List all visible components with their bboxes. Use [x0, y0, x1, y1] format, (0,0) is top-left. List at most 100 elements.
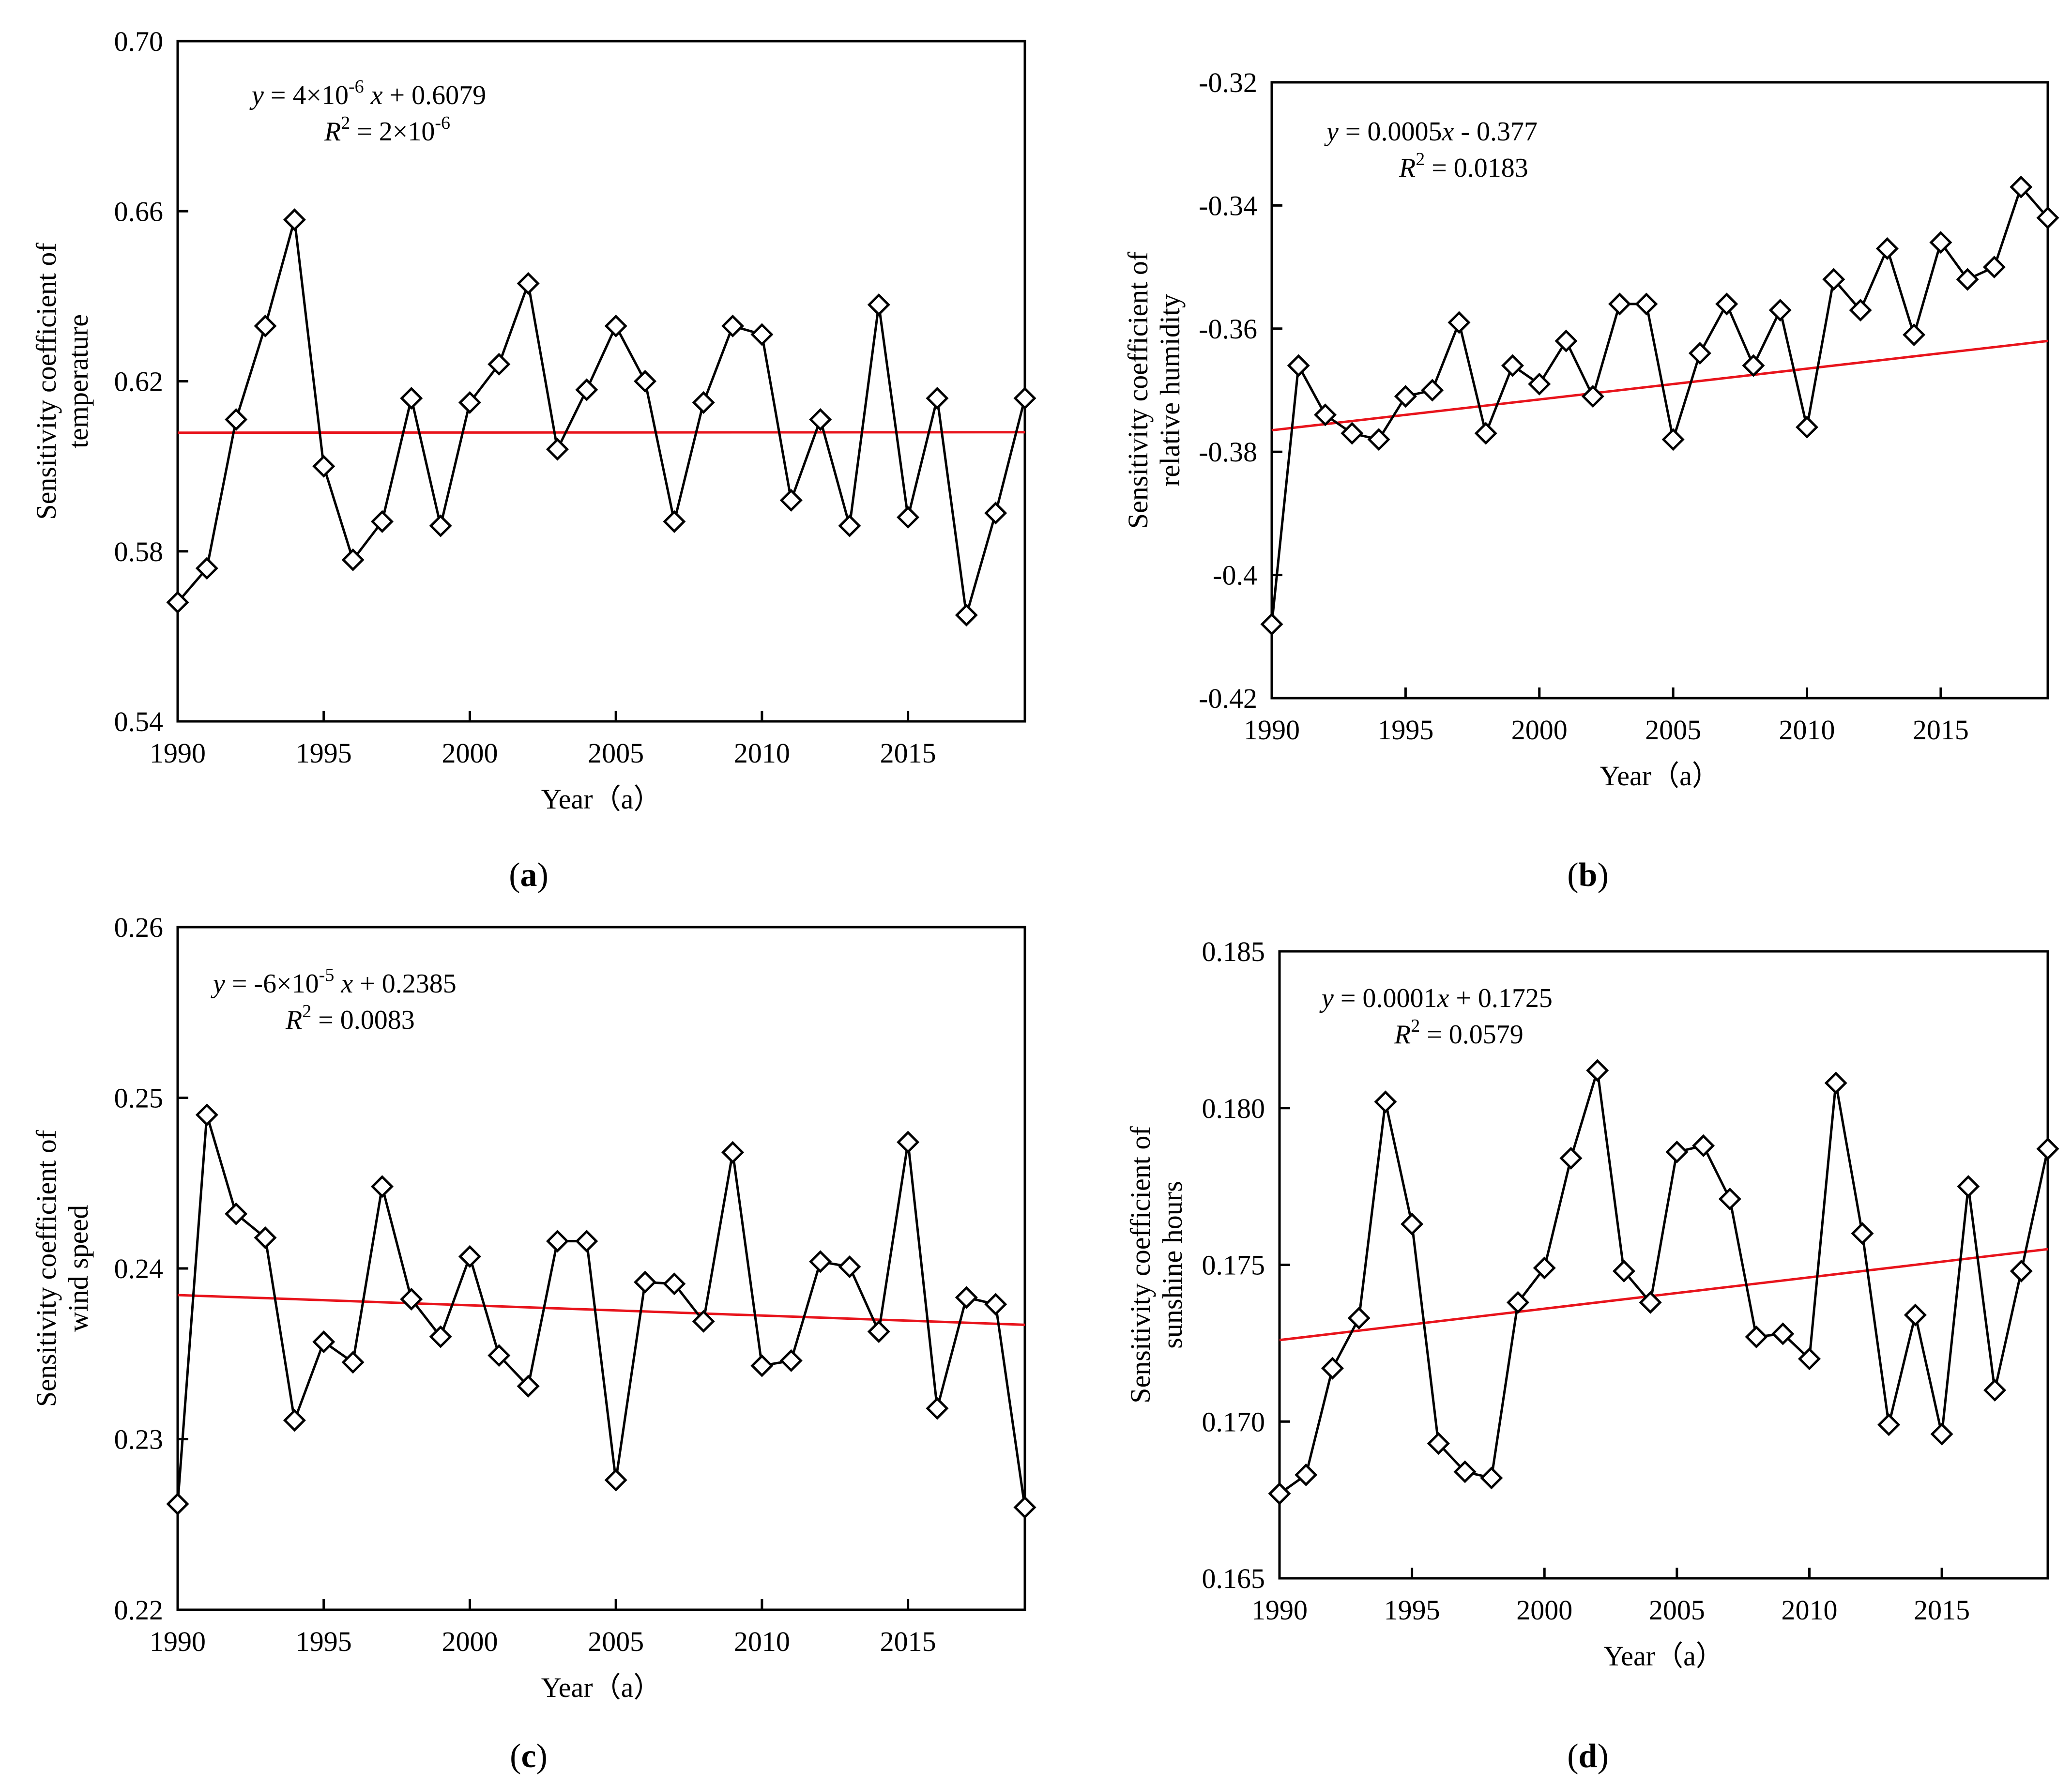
data-point — [1533, 1256, 1556, 1280]
data-point — [750, 323, 774, 346]
panel-d: 1990 1995 2000 2005 2010 2015 0.165 0.170 0.175 0… — [1125, 936, 2059, 1775]
plot-frame — [176, 40, 1026, 723]
trend-line — [177, 1294, 1025, 1326]
data-point — [1904, 1303, 1927, 1327]
data-point — [1822, 268, 1845, 291]
data-point — [1665, 1140, 1689, 1163]
r-squared: R2 = 0.0083 — [285, 1001, 415, 1035]
data-point — [1982, 256, 2006, 279]
data-point — [1692, 1134, 1715, 1157]
data-point — [779, 488, 803, 512]
data-point — [1581, 385, 1604, 408]
data-point — [984, 1293, 1007, 1316]
data-point — [750, 1354, 774, 1377]
data-point — [1608, 292, 1631, 316]
data-point — [1401, 1212, 1424, 1236]
data-point — [633, 369, 657, 393]
x-axis-label: Year（a） — [1603, 1640, 1724, 1672]
data-point — [1957, 1175, 1980, 1198]
data-point — [1374, 1090, 1397, 1114]
plot-frame — [1270, 81, 2049, 700]
data-point — [1287, 354, 1310, 377]
x-tick-label: 1990 — [1251, 1594, 1308, 1626]
data-point — [546, 1230, 569, 1253]
x-tick-label: 2005 — [1649, 1594, 1705, 1626]
trend-equation: y = 0.0001x + 0.1725 — [1319, 983, 1553, 1013]
y-tick-label: -0.38 — [1199, 436, 1257, 468]
data-point — [1427, 1432, 1450, 1455]
y-tick-label: 0.170 — [1202, 1406, 1265, 1437]
data-point — [341, 548, 365, 571]
data-point — [488, 1344, 511, 1367]
data-point — [1688, 342, 1711, 365]
y-tick-label: 0.22 — [114, 1594, 164, 1626]
trend-equation: y = 0.0005x - 0.377 — [1324, 117, 1538, 147]
x-tick-label: 2015 — [880, 737, 936, 769]
data-point — [1795, 415, 1819, 439]
data-point — [1718, 1187, 1741, 1211]
data-point — [1639, 1291, 1662, 1314]
data-point — [1798, 1347, 1821, 1371]
data-point — [1851, 1222, 1874, 1245]
data-point — [838, 1255, 861, 1279]
x-axis-label: Year（a） — [1600, 760, 1720, 792]
data-point — [429, 514, 452, 537]
data-point — [400, 387, 423, 410]
data-point — [1554, 329, 1578, 352]
data-point — [984, 502, 1007, 525]
trend-line — [1279, 1248, 2048, 1342]
x-tick-label: 2010 — [1779, 714, 1835, 746]
x-tick-label: 1990 — [1244, 714, 1300, 746]
data-point — [1824, 1071, 1847, 1095]
data-point — [867, 1320, 890, 1343]
data-point — [955, 603, 978, 627]
data-point — [1930, 1422, 1953, 1446]
data-point — [195, 557, 218, 580]
panel-label: (b) — [1567, 856, 1609, 894]
data-point — [897, 505, 920, 529]
data-point — [2010, 175, 2033, 198]
y-tick-label: 0.70 — [114, 26, 164, 57]
x-axis-label: Year（a） — [541, 1672, 662, 1703]
y-tick-label: 0.24 — [114, 1253, 164, 1284]
data-point — [283, 1409, 306, 1432]
y-tick-label: 0.175 — [1202, 1250, 1265, 1281]
x-tick-label: 2000 — [442, 737, 498, 769]
panel-b: 1990 1995 2000 2005 2010 2015 -0.42 -0.4 -0.38 -0… — [1122, 67, 2059, 894]
data-point — [809, 1250, 832, 1273]
y-tick-label: 0.62 — [114, 366, 164, 397]
data-point — [663, 1272, 686, 1296]
data-point — [400, 1287, 423, 1311]
data-point — [370, 1175, 394, 1198]
x-axis-label: Year（a） — [541, 783, 662, 815]
series-line — [1270, 185, 2049, 625]
data-point — [1314, 403, 1337, 427]
data-point — [546, 438, 569, 461]
x-tick-label: 1995 — [1384, 1594, 1440, 1626]
trend-line — [177, 431, 1025, 434]
series-line — [177, 218, 1026, 616]
data-point — [1661, 428, 1685, 451]
data-point — [692, 391, 715, 414]
data-point — [1506, 1291, 1530, 1314]
data-point — [1771, 1322, 1795, 1345]
x-tick-label: 2000 — [442, 1626, 498, 1657]
x-tick-label: 1995 — [296, 1626, 352, 1657]
data-point — [225, 408, 248, 431]
data-point — [809, 408, 832, 431]
data-point — [1612, 1259, 1635, 1282]
x-tick-label: 2015 — [1914, 1594, 1970, 1626]
data-point — [926, 387, 949, 410]
y-tick-label: 0.26 — [114, 912, 164, 943]
x-tick-label: 2000 — [1516, 1594, 1572, 1626]
x-tick-label: 2015 — [880, 1626, 936, 1657]
y-tick-label: -0.36 — [1199, 313, 1257, 345]
data-point — [1260, 612, 1283, 636]
y-tick-label: 0.185 — [1202, 936, 1265, 967]
data-point — [838, 514, 861, 537]
data-point — [1559, 1146, 1583, 1170]
panel-label: (c) — [510, 1738, 548, 1775]
data-point — [1367, 428, 1390, 451]
data-point — [575, 1230, 598, 1253]
panel-label: (d) — [1567, 1738, 1609, 1775]
